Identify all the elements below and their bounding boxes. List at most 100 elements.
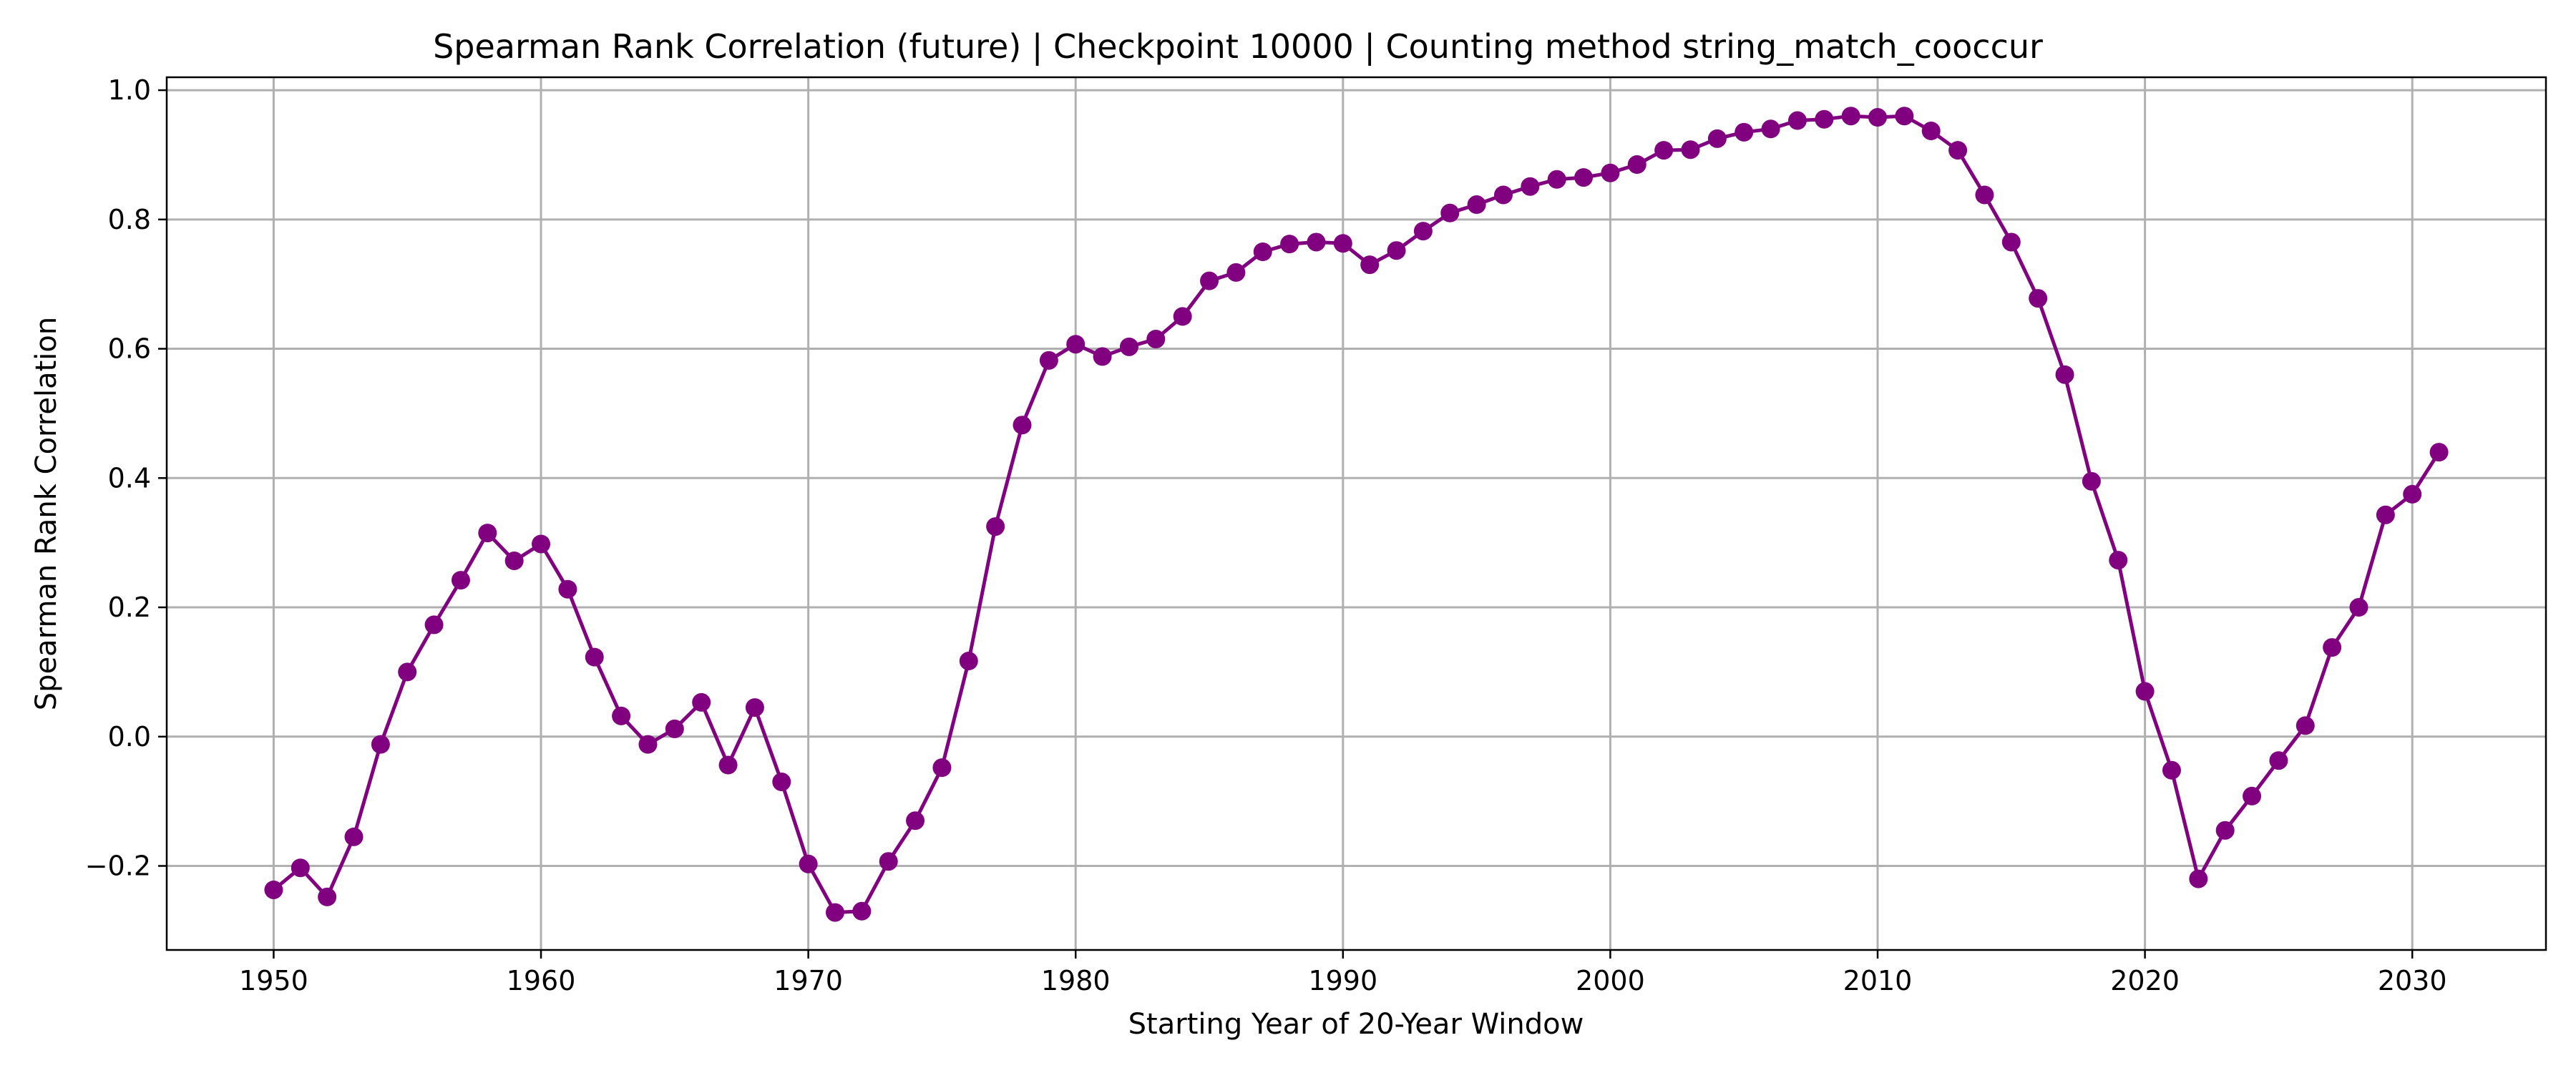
data-point bbox=[2162, 760, 2181, 780]
data-point bbox=[1948, 141, 1968, 160]
data-point bbox=[1735, 122, 1754, 142]
x-tick-label: 1970 bbox=[774, 965, 843, 996]
data-point bbox=[2376, 505, 2395, 524]
data-point bbox=[799, 854, 818, 873]
data-point bbox=[1440, 203, 1460, 222]
data-point bbox=[2323, 638, 2342, 657]
data-point bbox=[852, 901, 872, 921]
data-point bbox=[558, 579, 577, 599]
data-point bbox=[1413, 222, 1433, 241]
data-point bbox=[1521, 177, 1540, 196]
data-point bbox=[1895, 107, 1914, 126]
data-point bbox=[264, 880, 283, 899]
data-point bbox=[2269, 751, 2288, 770]
y-tick-label: 0.0 bbox=[108, 721, 151, 753]
x-tick-label: 1960 bbox=[507, 965, 576, 996]
data-point bbox=[1360, 255, 1380, 275]
data-point bbox=[585, 647, 604, 667]
series-line bbox=[272, 114, 2441, 915]
data-point bbox=[532, 534, 551, 554]
data-point bbox=[1039, 351, 1058, 370]
data-point bbox=[451, 571, 470, 590]
x-tick-label: 1950 bbox=[239, 965, 308, 996]
data-point bbox=[504, 551, 524, 570]
data-point bbox=[2029, 289, 2048, 308]
data-point bbox=[638, 735, 658, 754]
data-point bbox=[2082, 471, 2101, 491]
y-tick-label: −0.2 bbox=[85, 851, 151, 882]
x-tick-label: 2000 bbox=[1576, 965, 1645, 996]
data-point bbox=[1574, 168, 1594, 187]
data-point bbox=[692, 692, 711, 712]
data-point bbox=[772, 773, 791, 792]
data-point bbox=[745, 698, 764, 717]
data-point bbox=[1013, 416, 1032, 435]
data-point bbox=[959, 652, 978, 671]
series-markers bbox=[264, 107, 2449, 922]
data-point bbox=[1761, 119, 1780, 139]
grid bbox=[167, 77, 2546, 950]
data-point bbox=[1627, 155, 1646, 174]
data-point bbox=[2109, 551, 2128, 570]
data-point bbox=[2403, 484, 2422, 504]
data-point bbox=[1119, 337, 1138, 356]
data-point bbox=[478, 524, 497, 543]
data-point bbox=[986, 517, 1005, 536]
data-point bbox=[318, 887, 337, 906]
data-point bbox=[1547, 170, 1566, 189]
y-tick-label: 0.4 bbox=[108, 462, 151, 494]
data-point bbox=[1280, 235, 1299, 254]
data-point bbox=[1066, 335, 1085, 354]
x-tick-label: 1980 bbox=[1041, 965, 1111, 996]
data-point bbox=[1200, 271, 1219, 290]
data-point bbox=[424, 615, 444, 635]
data-point bbox=[1707, 129, 1727, 148]
data-point bbox=[1787, 111, 1807, 130]
x-tick-label: 2020 bbox=[2110, 965, 2180, 996]
plot-frame bbox=[165, 76, 2547, 951]
data-point bbox=[1093, 347, 1112, 366]
x-tick-label: 2030 bbox=[2378, 965, 2447, 996]
data-point bbox=[2001, 232, 2021, 252]
data-point bbox=[932, 758, 952, 778]
data-point bbox=[291, 858, 310, 878]
x-tick-label: 2010 bbox=[1843, 965, 1913, 996]
data-point bbox=[1467, 195, 1486, 215]
data-point bbox=[1387, 241, 1406, 260]
y-tick-label: 0.2 bbox=[108, 592, 151, 623]
data-point bbox=[1921, 122, 1941, 141]
data-point bbox=[1868, 108, 1888, 127]
data-point bbox=[1815, 109, 1834, 129]
y-tick-label: 1.0 bbox=[108, 74, 151, 106]
x-axis-label: Starting Year of 20-Year Window bbox=[1128, 1008, 1584, 1041]
data-point bbox=[1333, 234, 1352, 253]
data-point bbox=[1307, 232, 1326, 252]
data-point bbox=[718, 755, 738, 775]
data-point bbox=[371, 735, 390, 754]
data-point bbox=[1226, 263, 1246, 282]
data-point bbox=[1841, 107, 1860, 126]
data-point bbox=[825, 903, 844, 922]
data-point bbox=[1173, 307, 1192, 326]
y-tick-label: 0.8 bbox=[108, 204, 151, 235]
data-point bbox=[1681, 140, 1700, 160]
data-point bbox=[2189, 869, 2208, 888]
data-point bbox=[2215, 820, 2235, 840]
data-point bbox=[1146, 330, 1166, 348]
data-point bbox=[2243, 786, 2262, 805]
data-point bbox=[612, 706, 631, 725]
x-axis: 1950 1960 1970 1980 1990 2000 2010 2020 2030 bbox=[239, 950, 2447, 996]
data-point bbox=[665, 719, 684, 738]
data-point bbox=[2429, 443, 2449, 462]
data-point bbox=[906, 811, 925, 831]
data-point bbox=[1654, 141, 1674, 160]
y-axis: −0.2 0.0 0.2 0.4 0.6 0.8 1.0 bbox=[85, 74, 167, 882]
x-tick-label: 1990 bbox=[1308, 965, 1377, 996]
data-point bbox=[398, 662, 417, 682]
data-point bbox=[2135, 682, 2155, 701]
data-point bbox=[1253, 242, 1272, 261]
y-tick-label: 0.6 bbox=[108, 333, 151, 365]
data-point bbox=[1975, 185, 1994, 205]
data-point bbox=[2055, 365, 2074, 384]
